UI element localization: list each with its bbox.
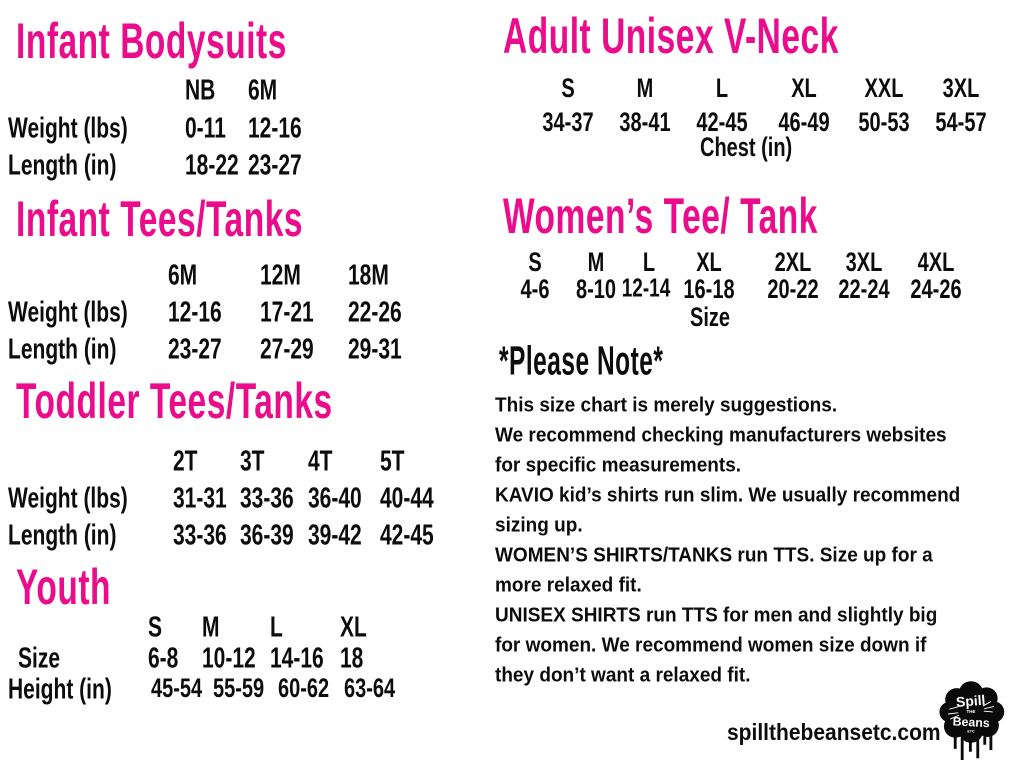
svg-text:THE: THE [967, 709, 976, 714]
svg-text:Beans: Beans [952, 714, 990, 730]
svg-text:Spill: Spill [955, 692, 985, 710]
svg-text:ETC: ETC [967, 729, 975, 733]
